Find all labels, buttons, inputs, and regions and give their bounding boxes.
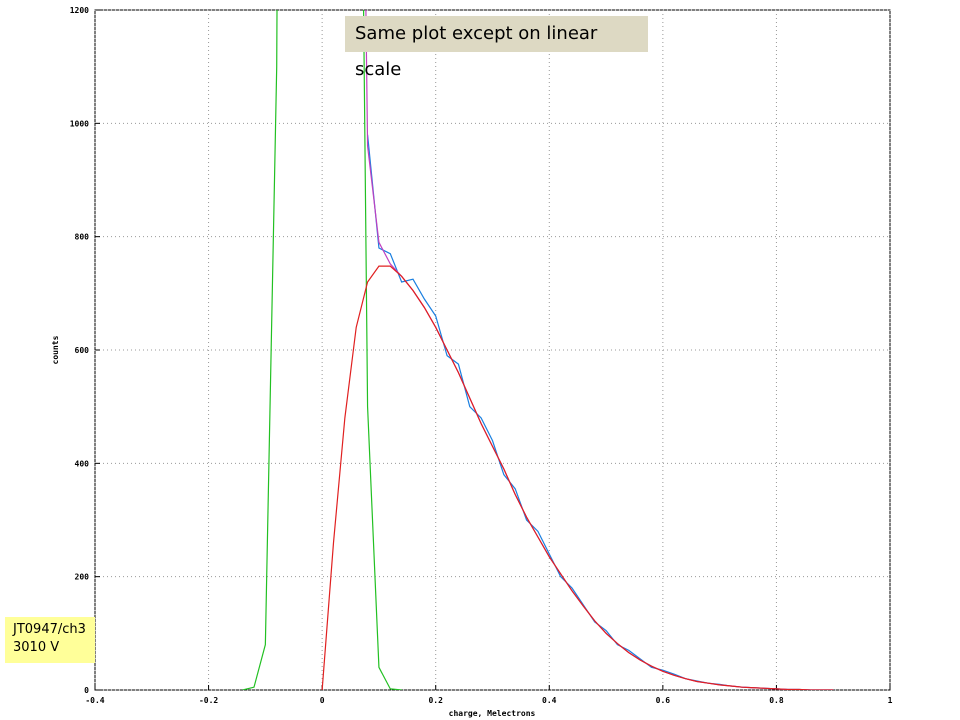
y-tick-label: 400 [75, 459, 90, 468]
y-tick-label: 600 [75, 346, 90, 355]
x-tick-label: 0.2 [428, 696, 443, 705]
x-tick-label: 0.8 [769, 696, 784, 705]
series-line [366, 134, 834, 690]
y-tick-label: 800 [75, 233, 90, 242]
series-line [242, 10, 402, 690]
x-axis-label: charge, Melectrons [449, 709, 536, 718]
series-line [321, 265, 834, 690]
y-tick-label: 1000 [70, 119, 89, 128]
x-tick-label: 0 [320, 696, 325, 705]
plot-frame [94, 9, 891, 691]
y-tick-label: 0 [84, 686, 89, 695]
title-note: Same plot except on linear scale [345, 16, 648, 80]
label-note: JT0947/ch3 3010 V [5, 617, 95, 663]
x-tick-label: 1 [888, 696, 893, 705]
x-tick-label: -0.4 [85, 696, 104, 705]
y-tick-label: 200 [75, 573, 90, 582]
label-line: JT0947/ch3 [13, 622, 86, 637]
x-tick-label: 0.6 [656, 696, 671, 705]
x-tick-label: 0.4 [542, 696, 557, 705]
y-tick-label: 1200 [70, 6, 89, 15]
x-tick-label: -0.2 [199, 696, 218, 705]
label-line: 3010 V [13, 640, 60, 655]
plot-area [242, 10, 834, 690]
y-axis-label: counts [51, 335, 60, 364]
series-line [365, 10, 834, 690]
